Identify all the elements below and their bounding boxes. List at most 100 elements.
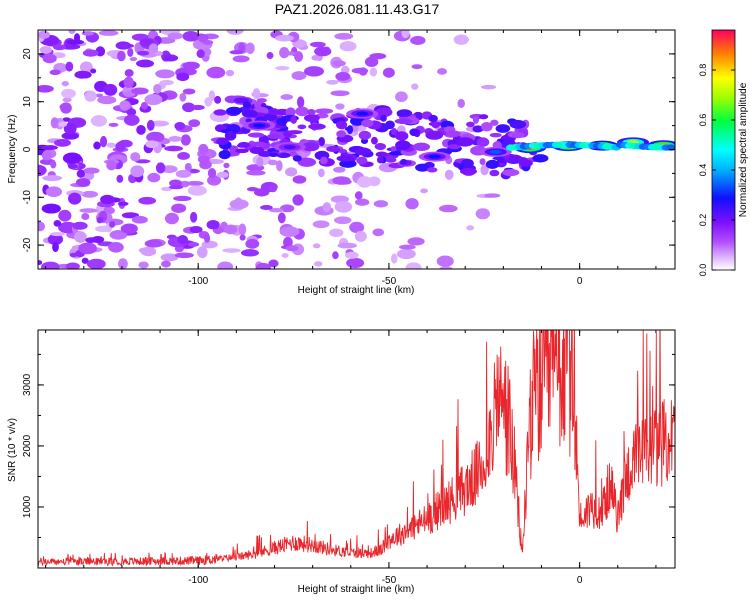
spectrogram-noise-cell <box>240 249 259 257</box>
spectrogram-noise-cell <box>234 197 243 207</box>
x-tick-label: 0 <box>577 276 583 287</box>
spectrogram-noise-cell <box>411 83 419 90</box>
spectrogram-noise-cell <box>162 54 179 62</box>
spectrogram-noise-cell <box>81 31 95 36</box>
spectrogram-noise-cell <box>188 119 201 128</box>
snr-series-line <box>38 330 675 567</box>
colorbar-label: Normalized spectral amplitude <box>738 82 749 217</box>
spectrogram-band-cell <box>428 114 438 123</box>
spectrogram-noise-cell <box>140 101 149 110</box>
spectrogram-noise-cell <box>81 257 89 264</box>
spectrogram-noise-cell <box>168 185 184 190</box>
spectrogram-noise-cell <box>207 175 222 186</box>
spectrogram-noise-cell <box>372 228 385 237</box>
spectrogram-noise-cell <box>304 66 324 77</box>
spectrogram-noise-cell <box>186 180 204 186</box>
spectrogram-noise-cell <box>275 66 290 71</box>
spectrogram-noise-cell <box>168 135 182 142</box>
spectrogram-noise-cell <box>84 90 97 102</box>
spectrogram-noise-cell <box>161 260 171 268</box>
spectrogram-noise-cell <box>285 167 298 177</box>
spectrogram-noise-cell <box>90 68 97 74</box>
spectrogram-noise-cell <box>41 150 53 161</box>
spectrogram-noise-cell <box>106 160 117 171</box>
spectrogram-noise-cell <box>177 152 190 160</box>
spectrogram-noise-cell <box>50 117 59 129</box>
spectrogram-noise-cell <box>224 224 238 235</box>
spectrogram-noise-cell <box>201 240 218 249</box>
spectrogram-band-cell <box>358 130 372 140</box>
spectrogram-noise-cell <box>439 266 453 269</box>
spectrogram-noise-cell <box>42 175 62 182</box>
spectrogram-noise-cell <box>329 228 344 238</box>
spectrogram-noise-cell <box>444 169 454 180</box>
spectrogram-feature-core <box>428 154 441 159</box>
snr-x-ticks: -100 -50 0 <box>45 330 657 586</box>
spectrogram-noise-cell <box>74 70 90 79</box>
spectrogram-noise-cell <box>103 83 118 96</box>
spectrogram-noise-cell <box>332 60 346 67</box>
snr-x-label: Height of straight line (km) <box>298 584 415 595</box>
spectrogram-band-cell <box>431 121 440 129</box>
spectrogram-noise-cell <box>297 157 317 167</box>
spectrogram-noise-cell <box>438 204 458 213</box>
spectrogram-band-cell <box>226 106 243 115</box>
colorbar-tick-label: 0.4 <box>698 164 708 177</box>
spectrogram-noise-cell <box>160 253 179 262</box>
spectrogram-noise-cell <box>41 145 58 151</box>
spectrogram-noise-cell <box>292 194 304 206</box>
x-tick-label: -50 <box>382 575 397 586</box>
spectrogram-noise-cell <box>119 100 131 111</box>
spectrogram-band-cell <box>480 121 493 132</box>
spectrogram-noise-cell <box>334 32 354 40</box>
spectrogram-band-cell <box>377 156 384 164</box>
spectrogram-noise-cell <box>179 92 187 102</box>
spectrogram-noise-cell <box>81 212 90 221</box>
spectrogram-band-cell <box>489 169 500 177</box>
spectrogram-noise-cell <box>98 30 119 36</box>
spectrogram-noise-cell <box>382 67 395 78</box>
spectrogram-noise-cell <box>457 98 465 109</box>
spectrogram-band-cell <box>318 137 325 147</box>
spectrogram-band-cell <box>326 145 340 152</box>
spectrogram-noise-cell <box>333 216 352 225</box>
spectrogram-noise-cell <box>466 225 475 231</box>
spectrogram-noise-cell <box>314 46 332 57</box>
spectrogram-noise-cell <box>45 186 63 198</box>
spectrogram-band-cell <box>394 118 413 125</box>
spectrogram-heatmap <box>38 30 675 269</box>
spectrogram-noise-cell <box>177 234 189 245</box>
spectrogram-noise-cell <box>108 221 116 228</box>
spectrogram-noise-cell <box>480 164 489 176</box>
spectrogram-noise-cell <box>123 114 140 126</box>
spectrogram-band-cell <box>374 143 387 150</box>
spectrogram-noise-cell <box>332 176 351 185</box>
spectrogram-noise-cell <box>206 219 220 230</box>
spectrogram-noise-cell <box>322 202 332 213</box>
spectrogram-noise-cell <box>294 51 304 62</box>
spectrogram-band-cell <box>385 157 397 163</box>
spectrogram-noise-cell <box>137 50 150 56</box>
spectrogram-noise-cell <box>146 131 165 143</box>
spectrogram-noise-cell <box>117 258 128 269</box>
x-tick-label: -100 <box>188 575 208 586</box>
spectrogram-noise-cell <box>268 208 284 213</box>
spectrogram-band-cell <box>375 107 393 118</box>
spectrogram-noise-cell <box>285 245 299 252</box>
spectrogram-noise-cell <box>396 248 416 260</box>
spectrogram-noise-cell <box>164 212 179 225</box>
spectrogram-noise-cell <box>268 184 278 193</box>
spectrogram-noise-cell <box>155 69 175 79</box>
spectrogram-band-cell <box>354 147 372 156</box>
spectrogram-band-cell <box>390 146 397 152</box>
spectrogram-noise-cell <box>203 233 211 243</box>
spectrogram-noise-cell <box>198 34 208 43</box>
spectrogram-noise-cell <box>63 122 77 135</box>
spectrogram-noise-cell <box>90 115 107 127</box>
spectrogram-noise-cell <box>311 54 322 61</box>
spectrogram-noise-cell <box>196 49 205 59</box>
spectrogram-noise-cell <box>144 94 163 106</box>
spectrogram-band-cell <box>479 158 486 166</box>
spectrogram-band-cell <box>241 109 258 118</box>
